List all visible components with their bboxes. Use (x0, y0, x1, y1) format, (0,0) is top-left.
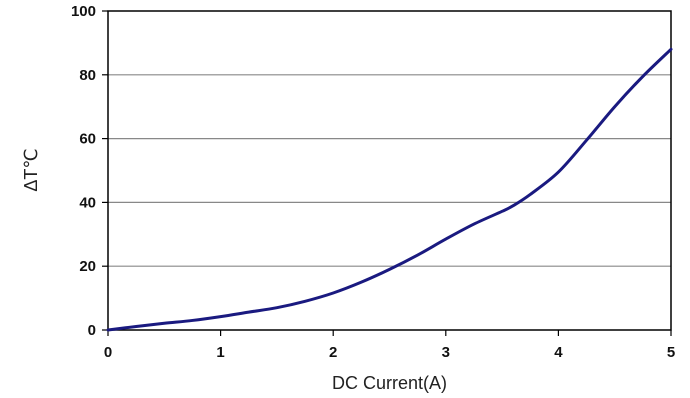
y-tick-label: 60 (79, 131, 96, 148)
grid-lines (108, 74, 671, 267)
plot-area-border (107, 10, 672, 331)
axis-ticks (102, 10, 672, 336)
x-tick-label: 1 (216, 344, 224, 361)
x-tick-label: 2 (329, 344, 337, 361)
y-tick-label: 100 (71, 3, 96, 20)
y-tick-label: 80 (79, 67, 96, 84)
series-line (106, 47, 673, 332)
y-axis-title: ΔT℃ (21, 148, 41, 191)
y-tick-label: 20 (79, 258, 96, 275)
x-tick-label: 0 (104, 344, 112, 361)
tick-labels: 0 20 40 60 80 100 0 1 2 3 4 5 (71, 3, 675, 361)
x-tick-label: 3 (442, 344, 450, 361)
x-axis-title: DC Current(A) (332, 373, 447, 393)
x-tick-label: 4 (554, 344, 563, 361)
y-tick-label: 0 (88, 322, 96, 339)
x-tick-label: 5 (667, 344, 675, 361)
y-tick-label: 40 (79, 194, 96, 211)
